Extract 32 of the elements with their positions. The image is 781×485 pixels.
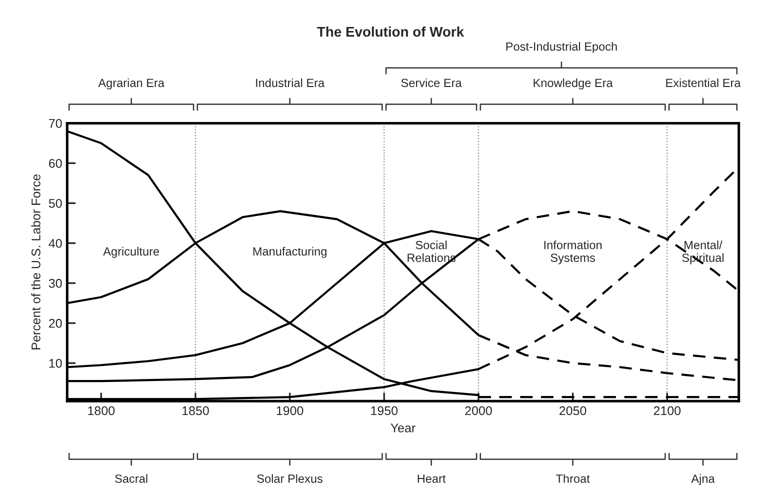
y-tick-label: 10 xyxy=(49,358,62,368)
chart-title: The Evolution of Work xyxy=(317,26,464,37)
text: Industrial Era xyxy=(256,78,325,88)
annotation: Information Systems xyxy=(544,240,602,264)
annotation: Social Relations xyxy=(408,240,456,262)
x-tick-label: 1950 xyxy=(371,406,398,416)
text: Post-Industrial Epoch xyxy=(506,42,617,54)
y-tick-label: 60 xyxy=(49,158,62,168)
y-tick-label: 20 xyxy=(49,318,62,328)
y-tick-label: 30 xyxy=(48,278,62,288)
annotation: Manufacturing xyxy=(253,246,326,258)
x-tick-label: 2050 xyxy=(560,406,586,416)
text: Agrarian Era xyxy=(98,78,164,90)
x-tick-label: 2100 xyxy=(654,406,681,416)
text: Solar Plexus xyxy=(257,474,323,483)
y-axis-title: Percent of the U.S. Labor Force xyxy=(31,174,40,350)
text: Throat xyxy=(556,474,590,483)
y-tick-label: 50 xyxy=(48,198,62,208)
y-tick-label: 40 xyxy=(48,238,62,248)
x-tick-label: 1900 xyxy=(276,406,304,416)
text: Heart xyxy=(418,474,446,483)
x-axis-title: Year xyxy=(390,424,416,432)
annotation: Agriculture xyxy=(103,246,160,258)
y-tick-label: 70 xyxy=(49,118,62,128)
text: Existential Era xyxy=(666,78,741,88)
x-tick-label: 2000 xyxy=(465,406,492,416)
text: Knowledge Era xyxy=(534,78,613,90)
text: Ajna xyxy=(691,474,715,485)
x-tick-label: 1800 xyxy=(88,406,115,416)
text: Service Era xyxy=(401,78,462,88)
x-tick-label: 1850 xyxy=(182,406,209,416)
text: Sacral xyxy=(115,474,148,483)
